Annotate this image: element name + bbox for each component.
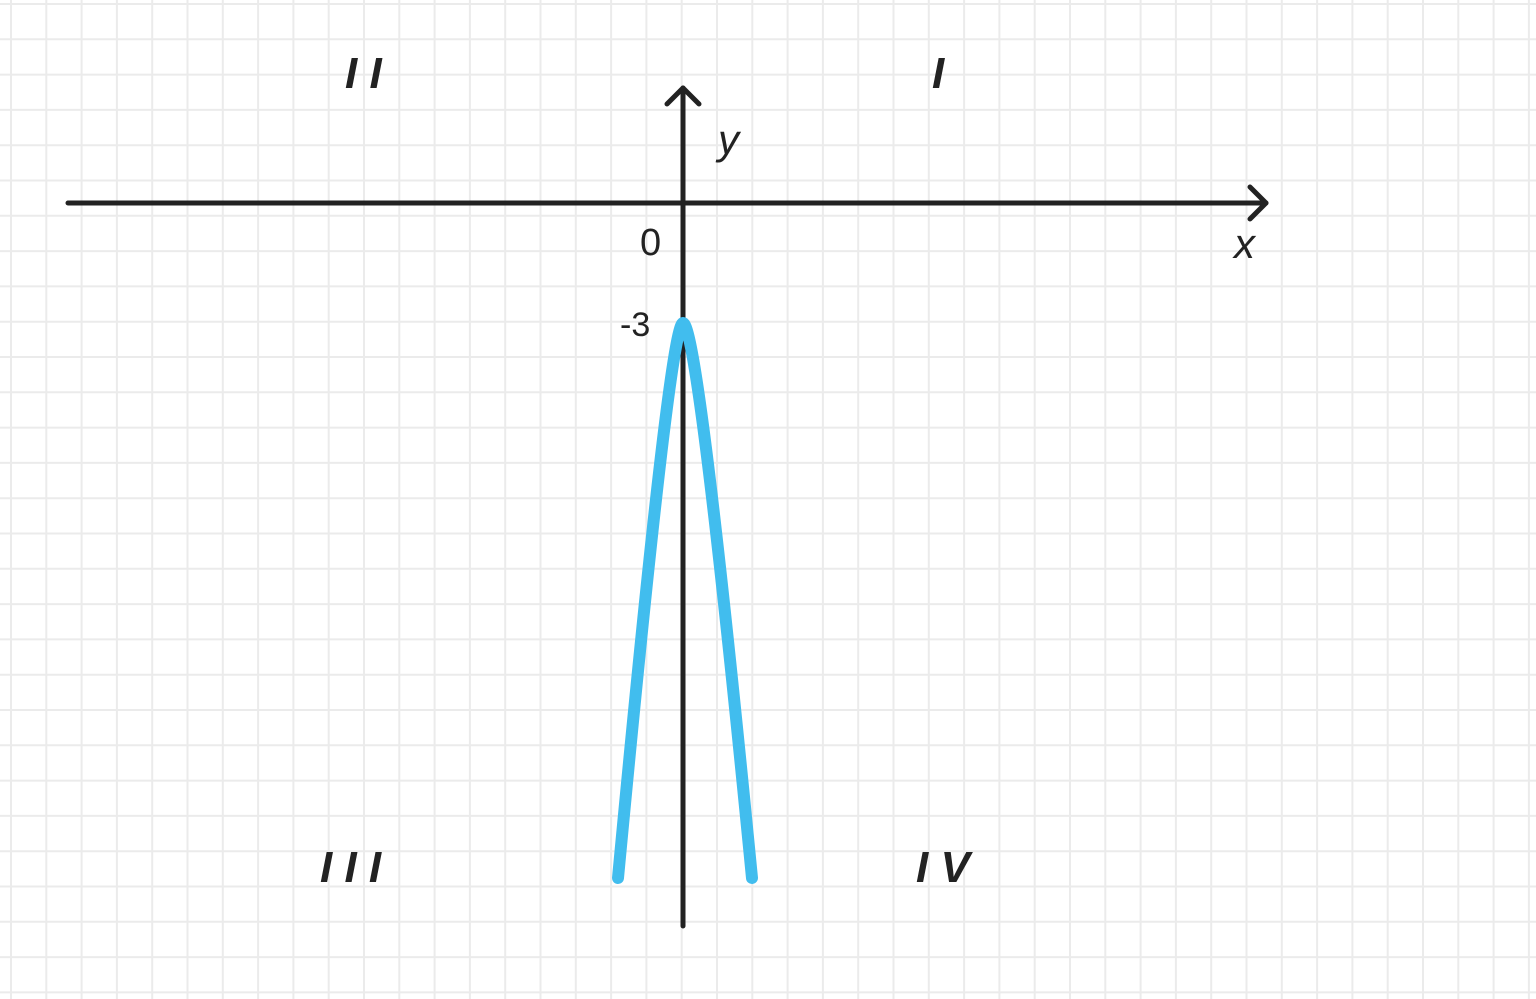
origin-label: 0 — [640, 222, 661, 264]
y-axis-label: y — [715, 116, 742, 163]
quadrant-2-label: I I — [345, 49, 382, 98]
chart-svg: x y 0 -3 I I I I I I I V — [0, 0, 1536, 999]
quadrant-3-label: I I I — [320, 843, 382, 892]
x-axis-label: x — [1232, 220, 1257, 267]
quadrant-1-label: I — [932, 49, 945, 98]
y-tick-label: -3 — [620, 306, 650, 344]
quadrant-4-label: I V — [916, 843, 973, 892]
chart-background — [0, 0, 1536, 999]
parabola-chart: x y 0 -3 I I I I I I I V — [0, 0, 1536, 999]
